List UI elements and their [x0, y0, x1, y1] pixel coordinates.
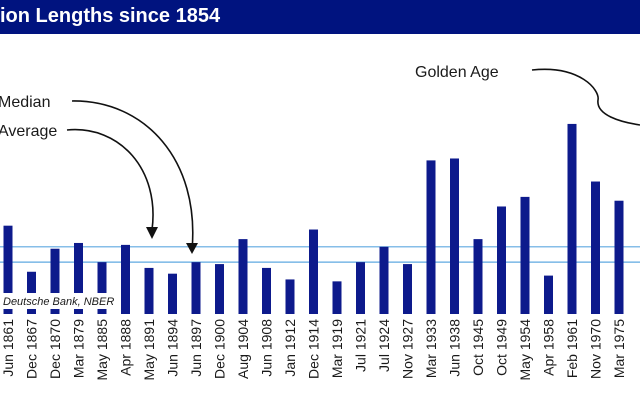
bar-6	[144, 267, 154, 314]
x-tick-label: Dec 1867	[24, 319, 40, 379]
source-box	[0, 293, 118, 309]
bar-25	[591, 181, 600, 314]
bar-4	[97, 262, 107, 314]
bars	[3, 123, 624, 314]
x-tick-label: Dec 1914	[306, 319, 322, 379]
x-tick-label: Feb 1961	[564, 319, 580, 378]
bar-1	[27, 271, 36, 314]
bar-10	[238, 239, 248, 314]
x-tick-label: Dec 1870	[47, 319, 63, 379]
x-tick-label: Mar 1933	[423, 319, 439, 378]
x-tick-label: Jun 1897	[188, 319, 204, 377]
bar-18	[426, 160, 436, 314]
x-tick-label: Mar 1975	[611, 319, 627, 378]
x-tick-label: Apr 1888	[118, 319, 134, 376]
x-tick-label: Nov 1970	[588, 319, 604, 379]
median-arrowhead	[186, 243, 198, 254]
bar-9	[215, 264, 224, 314]
bar-17	[403, 264, 412, 314]
bar-0	[3, 225, 13, 314]
bar-11	[262, 267, 271, 314]
x-tick-label: Nov 1927	[400, 319, 416, 379]
median-arrow	[71, 100, 194, 251]
bar-14	[332, 281, 342, 314]
x-tick-label: Oct 1945	[470, 319, 486, 376]
x-tick-label: Dec 1900	[212, 319, 228, 379]
x-tick-label: Jun 1894	[165, 319, 181, 377]
x-tick-label: May 1891	[141, 319, 157, 381]
x-tick-label: May 1885	[94, 319, 110, 381]
bar-12	[285, 279, 295, 314]
median-label: Median	[0, 94, 50, 111]
bar-20	[473, 239, 483, 314]
source-label: Deutsche Bank, NBER	[3, 296, 114, 308]
x-tick-label: Jun 1908	[259, 319, 275, 377]
bar-26	[614, 200, 624, 314]
chart-title: ion Lengths since 1854	[0, 5, 221, 27]
x-tick-label: Jan 1912	[282, 319, 298, 377]
x-tick-label: Mar 1919	[329, 319, 345, 378]
x-tick-label: Aug 1904	[235, 319, 251, 379]
x-tick-label: Jun 1861	[0, 319, 16, 377]
x-tick-label: Oct 1949	[494, 319, 510, 376]
bar-16	[379, 246, 389, 314]
bar-5	[121, 244, 130, 314]
bar-19	[450, 158, 459, 314]
bar-2	[50, 248, 60, 314]
average-arrow	[66, 128, 154, 231]
bar-7	[168, 273, 177, 314]
bar-3	[74, 242, 83, 314]
x-tick-label: Jun 1938	[447, 319, 463, 377]
title-bar: ion Lengths since 1854	[0, 0, 640, 34]
average-arrowhead	[146, 227, 158, 239]
bar-8	[191, 262, 201, 314]
x-tick-label: Jul 1924	[376, 319, 392, 372]
x-tick-labels: Jun 1861 Dec 1867 Dec 1870 Mar 1879 May 1885…	[0, 319, 627, 381]
average-label: Average	[0, 123, 57, 140]
bar-15	[356, 262, 365, 314]
bar-21	[497, 206, 506, 314]
golden-age-arrow	[531, 68, 640, 126]
reference-lines	[0, 246, 640, 263]
bar-24	[567, 123, 577, 314]
x-tick-label: May 1954	[517, 319, 533, 381]
bar-23	[544, 275, 553, 314]
golden-age-label: Golden Age	[415, 64, 499, 81]
bar-22	[520, 196, 530, 314]
x-tick-label: Apr 1958	[541, 319, 557, 376]
x-tick-label: Mar 1879	[71, 319, 87, 378]
bar-13	[309, 229, 318, 314]
x-tick-label: Jul 1921	[353, 319, 369, 372]
